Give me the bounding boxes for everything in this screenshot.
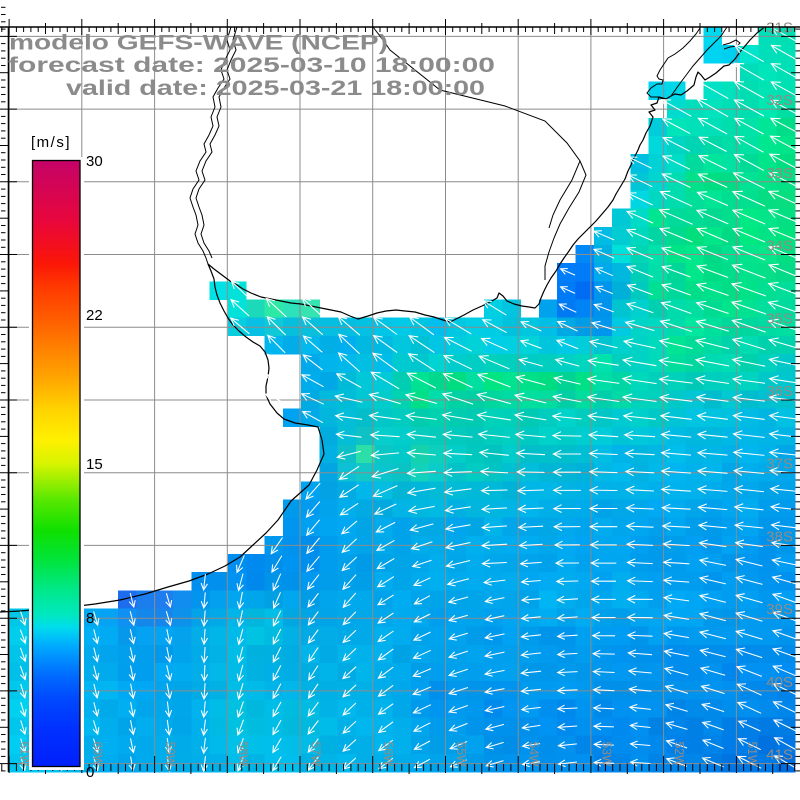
svg-text:22: 22 [86, 307, 103, 324]
svg-text:51W: 51W [745, 742, 760, 768]
svg-text:39S: 39S [766, 601, 793, 618]
svg-text:38S: 38S [766, 528, 793, 545]
svg-text:valid date: 2025-03-21 18:00:0: valid date: 2025-03-21 18:00:00 [66, 77, 485, 100]
svg-text:56W: 56W [381, 742, 396, 768]
svg-text:0: 0 [86, 764, 94, 781]
svg-text:59W: 59W [163, 742, 178, 768]
svg-text:41S: 41S [766, 747, 793, 764]
svg-text:34S: 34S [766, 238, 793, 255]
svg-text:40S: 40S [766, 674, 793, 691]
svg-text:[m/s]: [m/s] [31, 134, 71, 151]
svg-text:61W: 61W [18, 742, 33, 768]
svg-text:37S: 37S [766, 456, 793, 473]
svg-text:33S: 33S [766, 165, 793, 182]
svg-text:53W: 53W [599, 742, 614, 768]
svg-text:forecast date: 2025-03-10 18:0: forecast date: 2025-03-10 18:00:00 [8, 54, 495, 77]
svg-text:58W: 58W [236, 742, 251, 768]
svg-text:54W: 54W [527, 742, 542, 768]
svg-text:60W: 60W [90, 742, 105, 768]
svg-text:32S: 32S [766, 92, 793, 109]
svg-text:8: 8 [86, 610, 94, 627]
svg-text:15: 15 [86, 456, 103, 473]
svg-text:35S: 35S [766, 310, 793, 327]
svg-text:36S: 36S [766, 383, 793, 400]
svg-text:30: 30 [86, 153, 103, 170]
svg-text:52W: 52W [672, 742, 687, 768]
svg-text:57W: 57W [309, 742, 324, 768]
svg-text:modelo GEFS-WAVE (NCEP): modelo GEFS-WAVE (NCEP) [9, 32, 388, 55]
svg-text:55W: 55W [454, 742, 469, 768]
